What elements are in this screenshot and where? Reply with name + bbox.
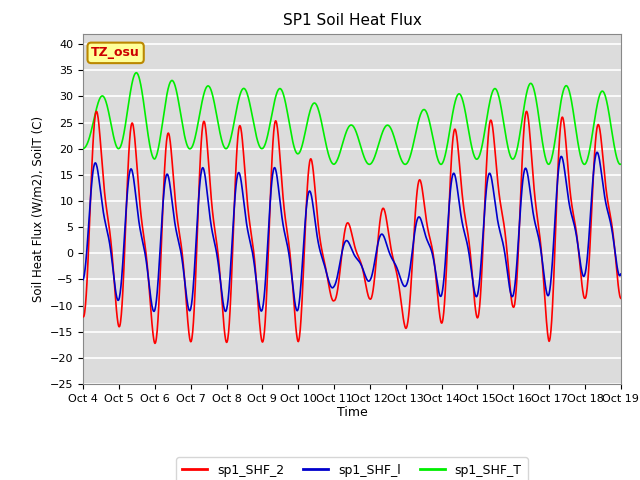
X-axis label: Time: Time xyxy=(337,407,367,420)
Title: SP1 Soil Heat Flux: SP1 Soil Heat Flux xyxy=(283,13,421,28)
Legend: sp1_SHF_2, sp1_SHF_l, sp1_SHF_T: sp1_SHF_2, sp1_SHF_l, sp1_SHF_T xyxy=(176,457,528,480)
Text: TZ_osu: TZ_osu xyxy=(92,47,140,60)
Y-axis label: Soil Heat Flux (W/m2), SoilT (C): Soil Heat Flux (W/m2), SoilT (C) xyxy=(31,116,44,302)
